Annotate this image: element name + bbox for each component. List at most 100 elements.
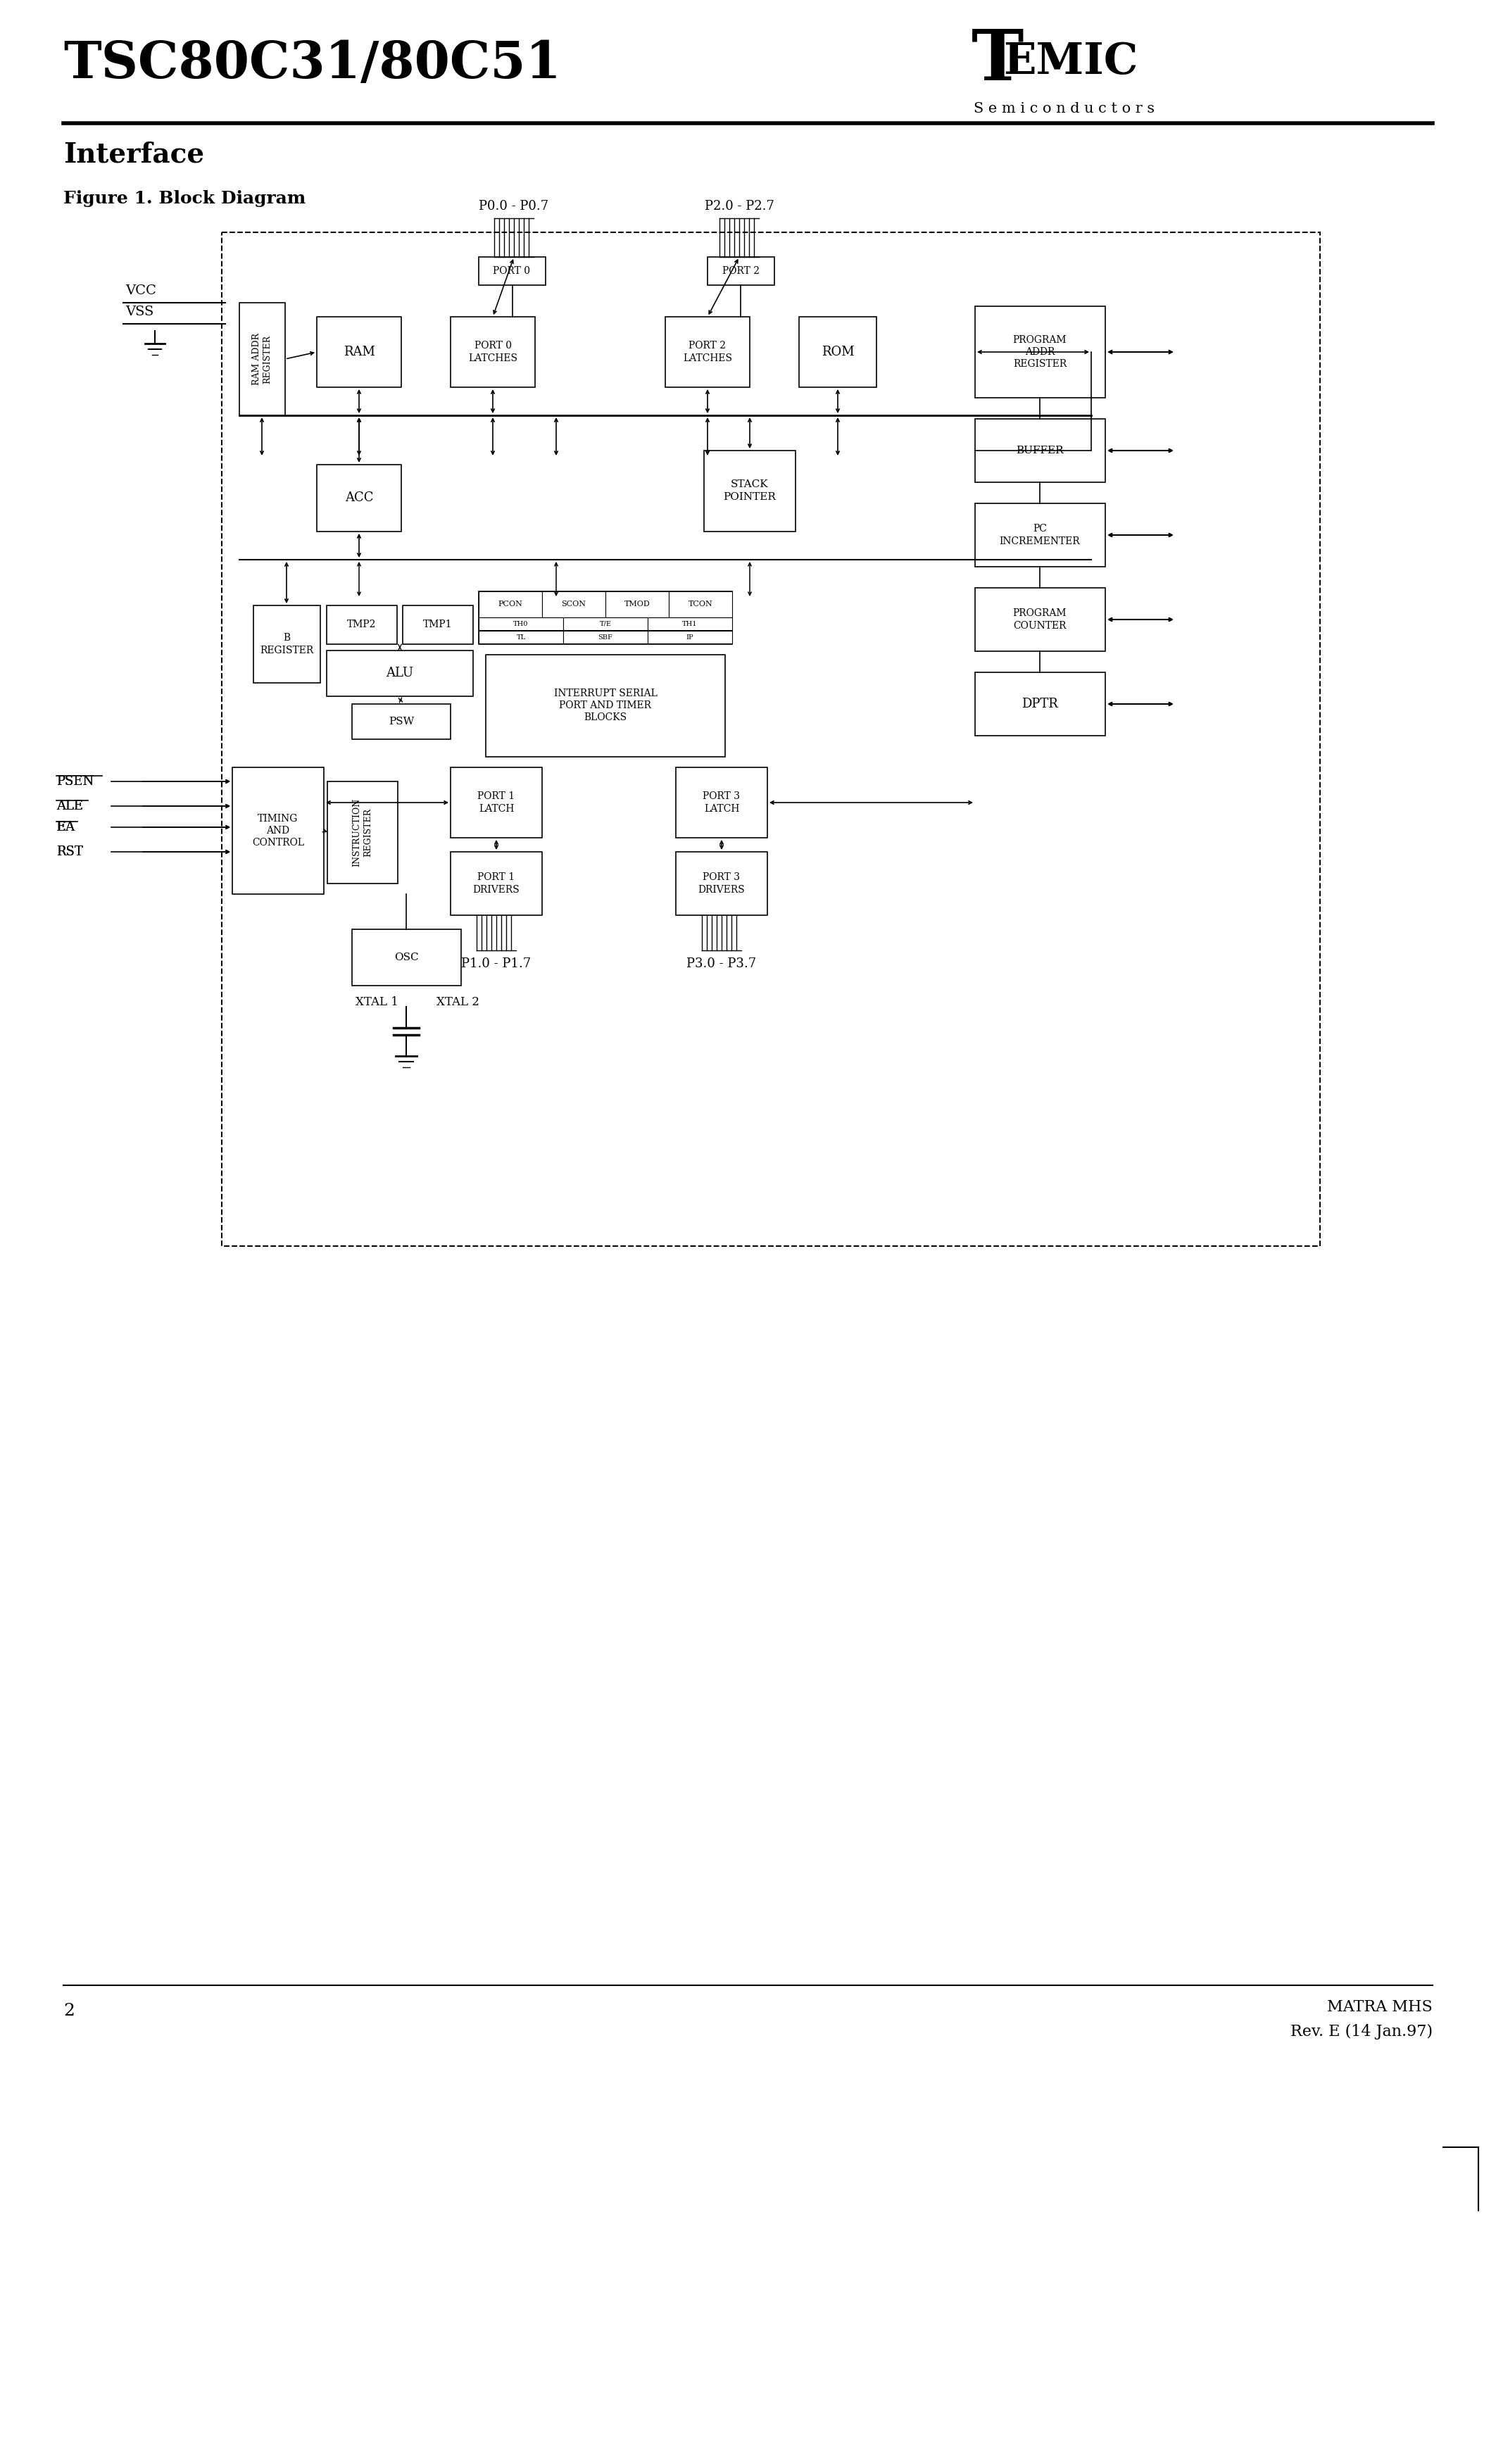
Bar	[221, 232, 1319, 1247]
Bar	[975, 419, 1106, 483]
Bar	[450, 766, 542, 838]
Text: PSEN: PSEN	[57, 776, 94, 788]
Text: SBF: SBF	[598, 633, 613, 641]
Text: MATRA MHS: MATRA MHS	[1327, 1998, 1433, 2016]
Text: OSC: OSC	[393, 954, 419, 963]
Bar	[648, 618, 732, 631]
Text: P3.0 - P3.7: P3.0 - P3.7	[687, 958, 757, 971]
Text: XTAL 2: XTAL 2	[437, 995, 479, 1008]
Bar	[402, 606, 473, 643]
Bar	[975, 589, 1106, 650]
Text: BUFFER: BUFFER	[1016, 446, 1064, 456]
Bar	[317, 466, 401, 532]
Bar	[975, 306, 1106, 397]
Text: DPTR: DPTR	[1022, 697, 1058, 710]
Bar	[705, 451, 796, 532]
Text: ROM: ROM	[821, 345, 854, 357]
Text: PORT 1
DRIVERS: PORT 1 DRIVERS	[473, 872, 519, 894]
Text: S e m i c o n d u c t o r s: S e m i c o n d u c t o r s	[974, 101, 1155, 116]
Text: RAM: RAM	[343, 345, 375, 357]
Bar	[676, 766, 767, 838]
Text: PORT 0
LATCHES: PORT 0 LATCHES	[468, 340, 518, 362]
Bar	[239, 303, 286, 416]
Text: T: T	[971, 27, 1023, 96]
Text: TMP2: TMP2	[347, 618, 377, 628]
Bar	[479, 256, 546, 286]
Text: TMP1: TMP1	[423, 618, 452, 628]
Bar	[479, 591, 732, 643]
Text: RST: RST	[57, 845, 82, 857]
Text: Interface: Interface	[63, 140, 205, 168]
Bar	[975, 673, 1106, 737]
Text: ALE: ALE	[57, 801, 84, 813]
Text: PROGRAM
COUNTER: PROGRAM COUNTER	[1013, 609, 1067, 631]
Bar	[232, 766, 323, 894]
Bar	[352, 929, 461, 986]
Text: PORT 2
LATCHES: PORT 2 LATCHES	[682, 340, 732, 362]
Text: Figure 1. Block Diagram: Figure 1. Block Diagram	[63, 190, 305, 207]
Bar	[648, 631, 732, 643]
Text: PCON: PCON	[498, 601, 522, 609]
Bar	[606, 591, 669, 618]
Bar	[562, 631, 648, 643]
Text: VSS: VSS	[126, 306, 154, 318]
Text: EA: EA	[57, 821, 75, 833]
Bar	[253, 606, 320, 683]
Text: TMOD: TMOD	[624, 601, 651, 609]
Bar	[676, 853, 767, 914]
Text: PROGRAM
ADDR
REGISTER: PROGRAM ADDR REGISTER	[1013, 335, 1067, 370]
Text: INSTRUCTION
REGISTER: INSTRUCTION REGISTER	[353, 798, 373, 867]
Bar	[450, 318, 536, 387]
Text: STACK
POINTER: STACK POINTER	[724, 480, 776, 503]
Text: PORT 1
LATCH: PORT 1 LATCH	[477, 791, 515, 813]
Text: IP: IP	[687, 633, 694, 641]
Text: RAM ADDR
REGISTER: RAM ADDR REGISTER	[251, 333, 272, 384]
Bar	[326, 606, 396, 643]
Bar	[317, 318, 401, 387]
Text: 2: 2	[63, 2003, 75, 2018]
Bar	[708, 256, 775, 286]
Text: TH0: TH0	[513, 621, 528, 626]
Bar	[562, 618, 648, 631]
Text: ACC: ACC	[344, 490, 374, 505]
Text: SCON: SCON	[561, 601, 586, 609]
Bar	[479, 618, 562, 631]
Text: VCC: VCC	[126, 283, 156, 298]
Text: ALE: ALE	[57, 801, 84, 813]
Text: PORT 3
LATCH: PORT 3 LATCH	[703, 791, 741, 813]
Text: PORT 2: PORT 2	[723, 266, 760, 276]
Bar	[450, 853, 542, 914]
Text: PC
INCREMENTER: PC INCREMENTER	[999, 525, 1080, 547]
Text: RST: RST	[57, 845, 82, 857]
Text: EMIC: EMIC	[1004, 42, 1138, 84]
Text: PSEN: PSEN	[57, 776, 94, 788]
Text: P1.0 - P1.7: P1.0 - P1.7	[461, 958, 531, 971]
Text: T/E: T/E	[600, 621, 612, 626]
Bar	[352, 705, 450, 739]
Bar	[479, 591, 542, 618]
Text: XTAL 1: XTAL 1	[356, 995, 398, 1008]
Text: TIMING
AND
CONTROL: TIMING AND CONTROL	[251, 813, 304, 848]
Bar	[975, 503, 1106, 567]
Bar	[799, 318, 877, 387]
Text: TL: TL	[516, 633, 525, 641]
Text: ALU: ALU	[386, 668, 413, 680]
Text: EA: EA	[57, 821, 79, 833]
Text: TCON: TCON	[688, 601, 712, 609]
Text: B
REGISTER: B REGISTER	[260, 633, 313, 655]
Text: TH1: TH1	[682, 621, 697, 626]
Bar	[542, 591, 606, 618]
Text: TSC80C31/80C51: TSC80C31/80C51	[63, 39, 561, 89]
Text: P2.0 - P2.7: P2.0 - P2.7	[705, 200, 773, 212]
Bar	[326, 650, 473, 697]
Bar	[479, 631, 562, 643]
Text: PORT 3
DRIVERS: PORT 3 DRIVERS	[699, 872, 745, 894]
Bar	[666, 318, 749, 387]
Text: INTERRUPT SERIAL
PORT AND TIMER
BLOCKS: INTERRUPT SERIAL PORT AND TIMER BLOCKS	[554, 687, 657, 722]
Bar	[669, 591, 732, 618]
Bar	[328, 781, 398, 885]
Text: PORT 0: PORT 0	[494, 266, 531, 276]
Text: P0.0 - P0.7: P0.0 - P0.7	[479, 200, 549, 212]
Bar	[486, 655, 726, 756]
Text: Rev. E (14 Jan.97): Rev. E (14 Jan.97)	[1291, 2023, 1433, 2040]
